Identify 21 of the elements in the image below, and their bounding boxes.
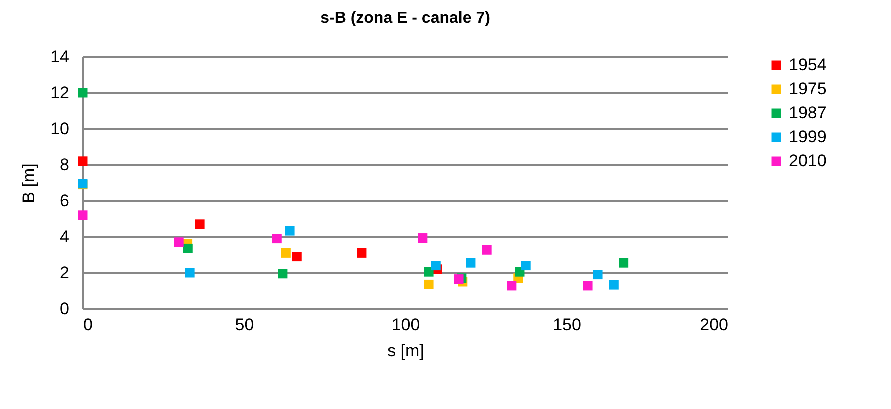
y-tick-label: 8: [60, 156, 70, 174]
y-tick-label: 6: [60, 192, 70, 210]
y-tick-label: 4: [60, 228, 70, 246]
x-tick-label: 100: [392, 316, 420, 334]
legend-label: 1999: [789, 128, 827, 146]
x-tick-label: 50: [235, 316, 254, 334]
x-tick-label: 0: [84, 316, 93, 334]
y-axis-title: B [m]: [20, 164, 39, 204]
legend-label: 1987: [789, 104, 827, 122]
x-tick-label: 200: [700, 316, 728, 334]
x-axis-title: s [m]: [388, 342, 424, 360]
y-tick-label: 14: [50, 48, 70, 66]
legend-label: 1975: [789, 80, 827, 98]
y-tick-label: 10: [50, 120, 70, 138]
x-tick-label: 150: [553, 316, 582, 334]
legend-label: 2010: [789, 152, 827, 170]
y-tick-label: 12: [50, 84, 70, 102]
y-tick-label: 2: [60, 264, 70, 282]
chart-title: s-B (zona E - canale 7): [320, 10, 490, 27]
legend-label: 1954: [789, 56, 827, 74]
y-tick-label: 0: [60, 300, 70, 318]
